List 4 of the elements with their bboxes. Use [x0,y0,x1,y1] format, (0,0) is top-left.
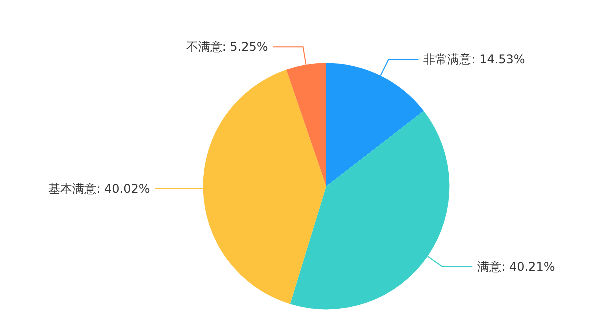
slice-label: 满意: 40.21% [478,260,556,274]
slice-label: 不满意: 5.25% [186,40,268,54]
slice-label: 非常满意: 14.53% [424,52,526,67]
slice-label: 基本满意: 40.02% [48,182,150,196]
